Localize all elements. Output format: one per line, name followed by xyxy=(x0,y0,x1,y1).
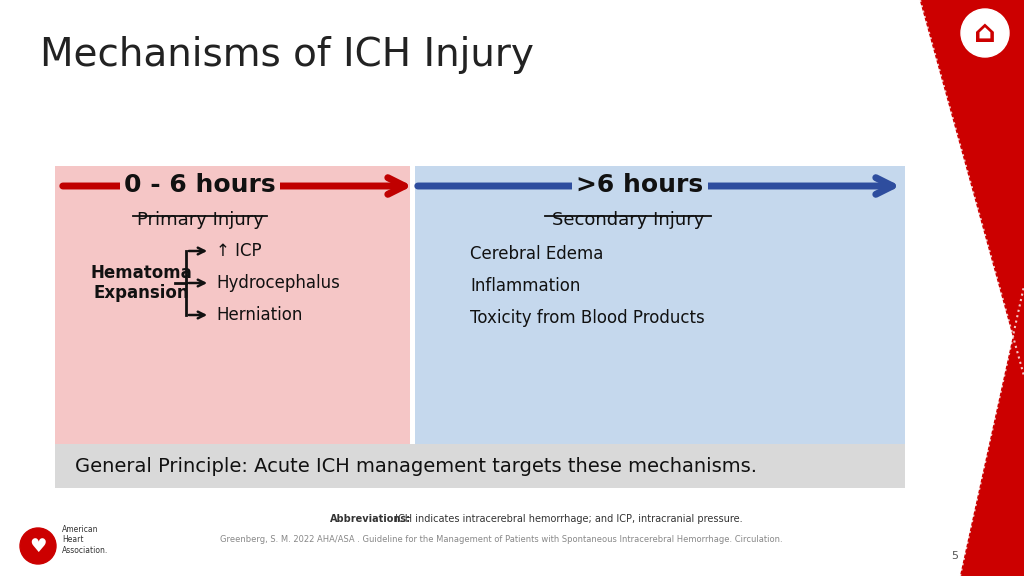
Text: American
Heart
Association.: American Heart Association. xyxy=(62,525,109,555)
Circle shape xyxy=(961,9,1009,57)
Text: Cerebral Edema: Cerebral Edema xyxy=(470,245,603,263)
Text: Mechanisms of ICH Injury: Mechanisms of ICH Injury xyxy=(40,36,534,74)
Text: Abbreviations:: Abbreviations: xyxy=(330,514,411,524)
Text: Hydrocephalus: Hydrocephalus xyxy=(216,274,340,292)
Text: ⌂: ⌂ xyxy=(974,18,996,47)
FancyBboxPatch shape xyxy=(55,166,410,446)
FancyBboxPatch shape xyxy=(415,166,905,446)
Text: Hematoma
Expansion: Hematoma Expansion xyxy=(90,264,191,302)
Text: >6 hours: >6 hours xyxy=(577,173,703,197)
Text: Herniation: Herniation xyxy=(216,306,302,324)
Text: Secondary Injury: Secondary Injury xyxy=(552,211,705,229)
Text: General Principle: Acute ICH management targets these mechanisms.: General Principle: Acute ICH management … xyxy=(75,457,757,476)
Circle shape xyxy=(20,528,56,564)
Polygon shape xyxy=(920,0,1024,376)
FancyBboxPatch shape xyxy=(55,444,905,488)
Text: Greenberg, S. M. 2022 AHA/ASA . Guideline for the Management of Patients with Sp: Greenberg, S. M. 2022 AHA/ASA . Guidelin… xyxy=(220,536,782,544)
Text: Primary Injury: Primary Injury xyxy=(136,211,263,229)
Text: ♥: ♥ xyxy=(30,536,47,555)
Polygon shape xyxy=(961,286,1024,576)
Text: ICH indicates intracerebral hemorrhage; and ICP, intracranial pressure.: ICH indicates intracerebral hemorrhage; … xyxy=(392,514,742,524)
Text: ↑ ICP: ↑ ICP xyxy=(216,242,261,260)
Text: 5: 5 xyxy=(951,551,958,561)
Text: Inflammation: Inflammation xyxy=(470,277,581,295)
Text: Toxicity from Blood Products: Toxicity from Blood Products xyxy=(470,309,705,327)
Text: 0 - 6 hours: 0 - 6 hours xyxy=(124,173,275,197)
